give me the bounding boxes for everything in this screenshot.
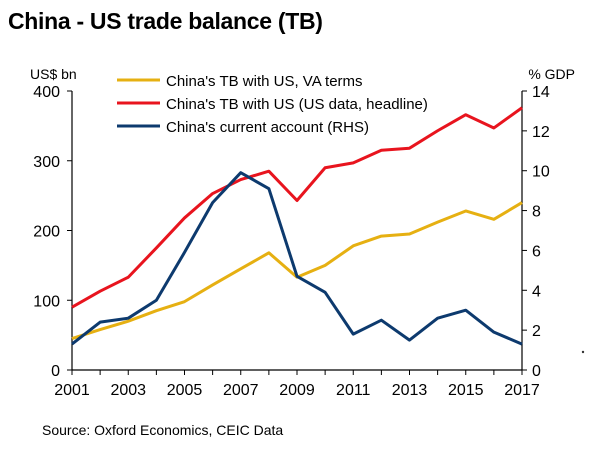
right-tick-label: 12	[532, 124, 550, 141]
x-tick-label: 2017	[504, 382, 540, 399]
right-tick-label: 8	[532, 204, 541, 221]
left-tick-label: 0	[51, 363, 60, 380]
stray-dot	[581, 350, 585, 354]
right-tick-label: 0	[532, 363, 541, 380]
right-tick-label: 6	[532, 243, 541, 260]
left-tick-label: 100	[33, 293, 60, 310]
x-tick-label: 2001	[54, 382, 90, 399]
left-tick-label: 300	[33, 154, 60, 171]
legend-label-1: China's TB with US, VA terms	[166, 73, 363, 90]
right-tick-label: 14	[532, 84, 550, 101]
x-tick-label: 2009	[279, 382, 315, 399]
x-tick-label: 2007	[223, 382, 259, 399]
x-tick-label: 2013	[392, 382, 428, 399]
right-tick-label: 10	[532, 164, 550, 181]
right-tick-label: 2	[532, 323, 541, 340]
chart-title: China - US trade balance (TB)	[8, 8, 323, 34]
left-tick-label: 200	[33, 224, 60, 241]
left-tick-label: 400	[33, 84, 60, 101]
legend-label-3: China's current account (RHS)	[166, 119, 369, 136]
right-axis-label: % GDP	[528, 66, 575, 82]
x-tick-label: 2015	[448, 382, 484, 399]
source-note: Source: Oxford Economics, CEIC Data	[42, 422, 284, 438]
series-line-1	[71, 201, 523, 341]
x-tick-label: 2003	[110, 382, 146, 399]
x-tick-label: 2005	[167, 382, 203, 399]
right-tick-label: 4	[532, 283, 541, 300]
x-tick-label: 2011	[336, 382, 371, 399]
legend-label-2: China's TB with US (US data, headline)	[166, 96, 428, 113]
left-axis-label: US$ bn	[30, 66, 77, 82]
